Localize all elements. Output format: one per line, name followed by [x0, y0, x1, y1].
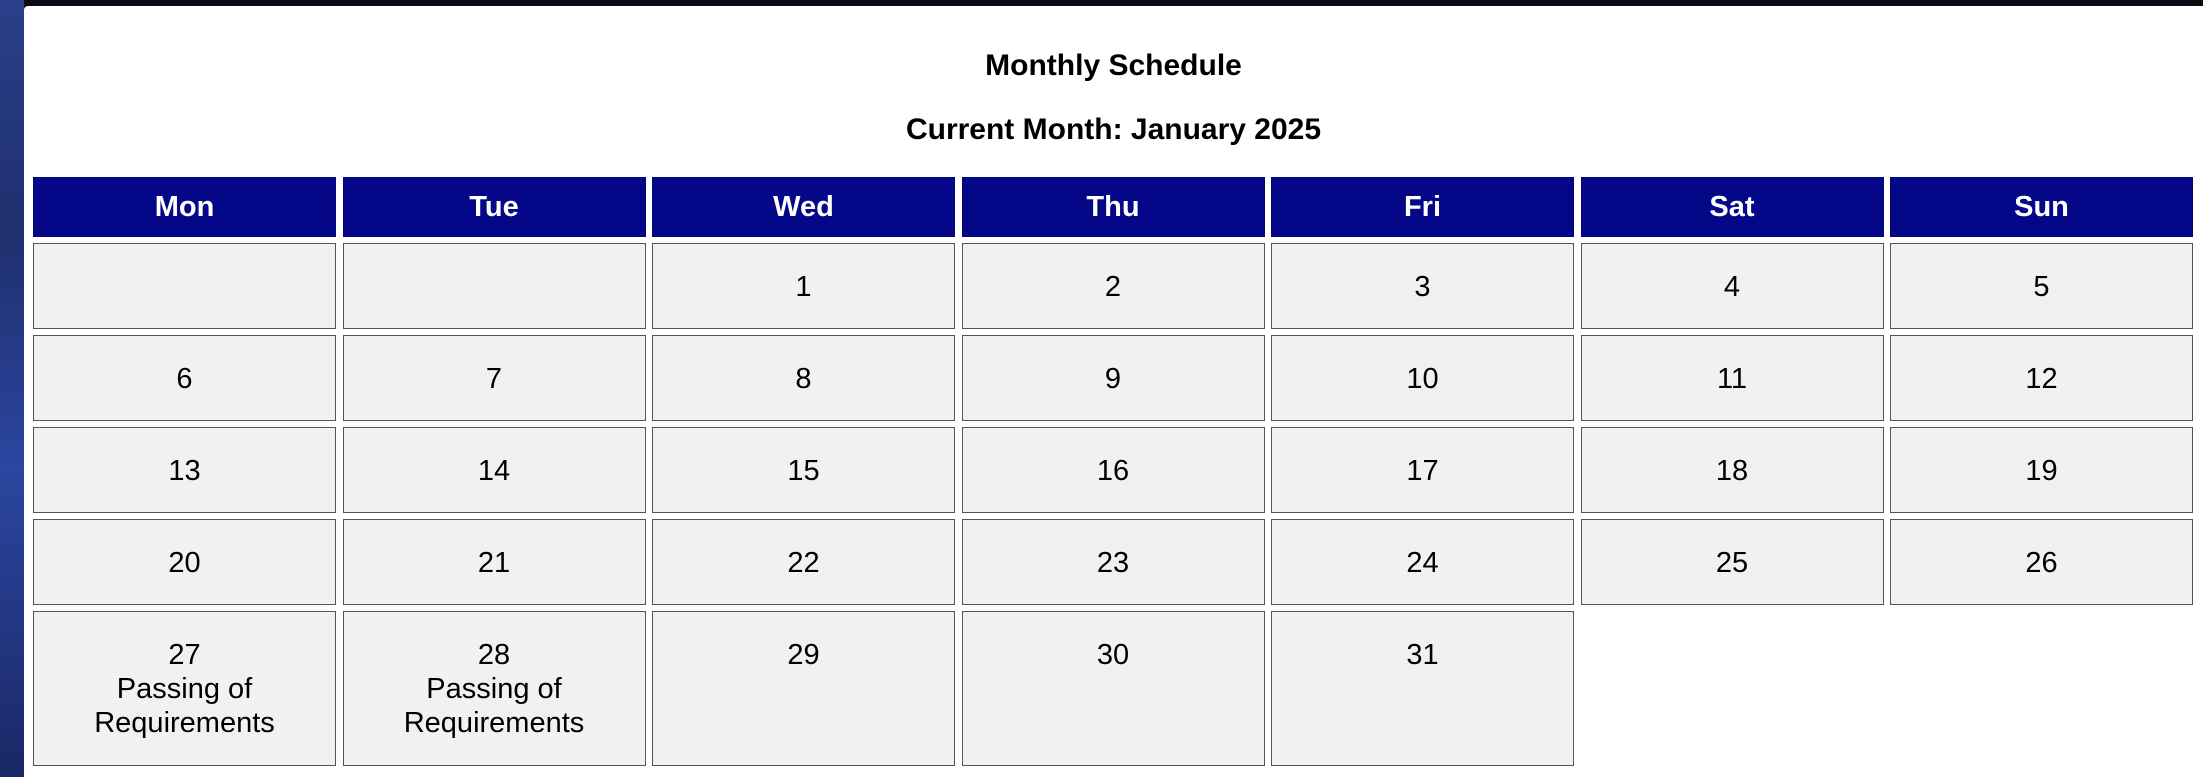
day-cell-with-event[interactable]: 28 Passing of Requirements [342, 611, 646, 766]
day-number: 26 [2025, 547, 2058, 579]
day-number: 13 [168, 455, 201, 487]
weekday-header-fri: Fri [1271, 177, 1574, 237]
day-cell-with-event[interactable]: 27 Passing of Requirements [33, 611, 336, 766]
day-number: 27 [168, 639, 201, 671]
empty-slot [1890, 611, 2193, 766]
day-cell[interactable]: 29 [652, 611, 955, 766]
day-number: 3 [1414, 271, 1431, 303]
day-number: 4 [1723, 271, 1741, 303]
day-cell[interactable]: 2 [961, 243, 1265, 329]
day-number: 7 [485, 363, 503, 395]
day-cell[interactable]: 4 [1580, 243, 1884, 329]
day-number: 30 [1096, 639, 1130, 671]
weekday-header-mon: Mon [33, 177, 336, 237]
weekday-header-wed: Wed [652, 177, 955, 237]
day-cell[interactable]: 5 [1890, 243, 2193, 329]
day-number: 20 [168, 547, 201, 579]
day-number: 10 [1406, 363, 1439, 395]
day-cell[interactable]: 30 [961, 611, 1265, 766]
day-cell[interactable]: 20 [33, 519, 336, 605]
page-title: Monthly Schedule [985, 49, 1242, 82]
day-cell[interactable]: 15 [652, 427, 955, 513]
day-number: 29 [787, 639, 820, 671]
day-number: 18 [1715, 455, 1749, 487]
day-cell[interactable]: 18 [1580, 427, 1884, 513]
event-label: Passing of Requirements [94, 673, 275, 739]
day-number: 11 [1716, 363, 1748, 395]
day-cell[interactable]: 23 [961, 519, 1265, 605]
day-number: 8 [795, 363, 812, 395]
day-cell[interactable]: 9 [961, 335, 1265, 421]
day-number: 23 [1096, 547, 1130, 579]
day-cell[interactable]: 12 [1890, 335, 2193, 421]
day-cell[interactable]: 6 [33, 335, 336, 421]
day-number: 22 [787, 547, 820, 579]
day-number: 9 [1104, 363, 1122, 395]
day-cell[interactable]: 7 [342, 335, 646, 421]
day-cell[interactable]: 22 [652, 519, 955, 605]
day-number: 1 [795, 271, 812, 303]
desktop-background [0, 0, 24, 777]
day-cell[interactable]: 13 [33, 427, 336, 513]
day-number: 17 [1406, 455, 1439, 487]
event-label: Passing of Requirements [403, 673, 585, 739]
day-cell[interactable]: 19 [1890, 427, 2193, 513]
day-number: 21 [477, 547, 511, 579]
day-cell[interactable]: 17 [1271, 427, 1574, 513]
day-cell[interactable]: 16 [961, 427, 1265, 513]
weekday-header-sun: Sun [1890, 177, 2193, 237]
empty-slot [1581, 611, 1884, 766]
day-number: 6 [176, 363, 193, 395]
day-number: 15 [787, 455, 820, 487]
day-number: 19 [2025, 455, 2058, 487]
day-cell[interactable]: 26 [1890, 519, 2193, 605]
day-cell[interactable]: 31 [1271, 611, 1574, 766]
schedule-window: Monthly Schedule Current Month: January … [24, 6, 2203, 777]
day-number: 16 [1096, 455, 1130, 487]
day-number: 28 [477, 639, 511, 671]
day-number: 25 [1715, 547, 1749, 579]
day-cell-empty[interactable] [33, 243, 336, 329]
calendar-grid: Mon Tue Wed Thu Fri Sat Sun 1 2 3 4 5 6 … [33, 177, 2195, 775]
weekday-header-sat: Sat [1580, 177, 1884, 237]
day-number: 14 [477, 455, 511, 487]
day-cell[interactable]: 25 [1580, 519, 1884, 605]
day-cell[interactable]: 11 [1580, 335, 1884, 421]
day-cell[interactable]: 10 [1271, 335, 1574, 421]
day-cell[interactable]: 21 [342, 519, 646, 605]
day-cell[interactable]: 24 [1271, 519, 1574, 605]
day-cell-empty[interactable] [342, 243, 646, 329]
day-cell[interactable]: 3 [1271, 243, 1574, 329]
day-number: 12 [2025, 363, 2058, 395]
weekday-header-thu: Thu [961, 177, 1265, 237]
day-number: 24 [1406, 547, 1439, 579]
day-number: 2 [1104, 271, 1122, 303]
weekday-header-tue: Tue [342, 177, 646, 237]
day-number: 31 [1406, 639, 1439, 671]
current-month-label: Current Month: January 2025 [905, 113, 1322, 146]
day-number: 5 [2033, 271, 2050, 303]
day-cell[interactable]: 14 [342, 427, 646, 513]
day-cell[interactable]: 1 [652, 243, 955, 329]
day-cell[interactable]: 8 [652, 335, 955, 421]
